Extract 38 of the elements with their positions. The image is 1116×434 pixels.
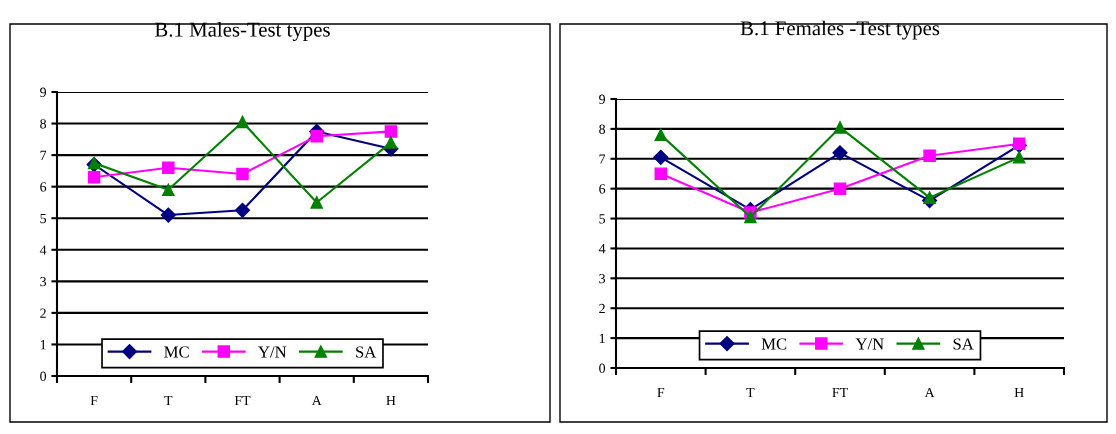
y-tick-label: 1 — [599, 333, 605, 343]
y-tick-label: 0 — [599, 363, 606, 373]
x-tick-label: FT — [832, 387, 848, 398]
y-tick-label: 2 — [40, 308, 46, 318]
legend-label: SA — [953, 338, 974, 350]
x-tick-label: A — [924, 387, 935, 398]
y-tick-label: 5 — [40, 213, 47, 224]
y-tick-label: 4 — [39, 245, 47, 255]
x-tick-label: H — [1014, 387, 1024, 398]
x-tick-label: A — [311, 395, 322, 406]
y-tick-label: 3 — [40, 276, 47, 287]
legend-label: Y/N — [855, 338, 884, 350]
x-tick-label: T — [746, 387, 755, 398]
y-tick-label: 6 — [599, 184, 606, 194]
y-tick-label: 4 — [598, 244, 606, 254]
y-tick-label: 9 — [599, 94, 606, 104]
y-tick-label: 6 — [40, 182, 47, 192]
y-tick-label: 3 — [599, 273, 606, 284]
y-tick-label: 7 — [599, 154, 606, 164]
chart-title: B.1 Females -Test types — [740, 20, 940, 40]
y-tick-label: 2 — [599, 303, 605, 314]
chart-title: B.1 Males-Test types — [155, 21, 330, 41]
x-tick-label: T — [164, 395, 173, 406]
y-tick-label: 8 — [40, 119, 47, 129]
legend-label: MC — [761, 338, 787, 350]
y-tick-label: 9 — [40, 87, 47, 97]
legend-label: MC — [164, 346, 189, 358]
y-tick-label: 7 — [40, 150, 47, 160]
y-tick-label: 0 — [40, 371, 47, 381]
legend-label: Y/N — [258, 346, 287, 358]
y-tick-label: 1 — [40, 340, 46, 350]
y-tick-label: 5 — [599, 214, 606, 224]
x-tick-label: H — [386, 395, 396, 406]
x-tick-label: F — [657, 387, 665, 398]
legend-label: SA — [356, 346, 377, 358]
x-tick-label: FT — [234, 395, 251, 406]
y-tick-label: 8 — [599, 124, 606, 134]
x-tick-label: F — [90, 395, 98, 406]
